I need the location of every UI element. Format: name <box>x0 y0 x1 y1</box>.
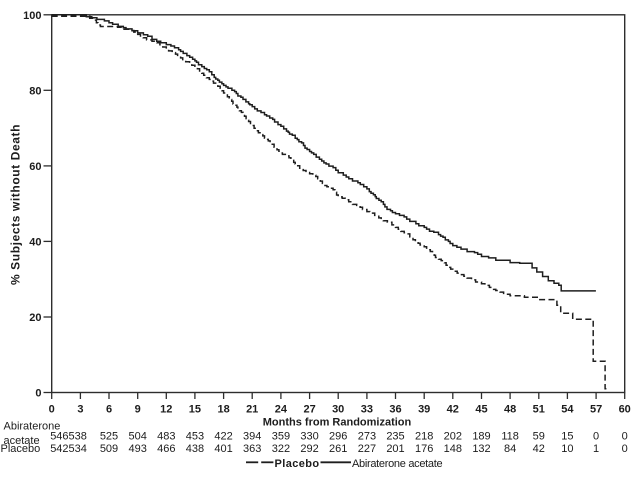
svg-text:189: 189 <box>472 431 490 443</box>
svg-text:525: 525 <box>100 431 118 443</box>
svg-text:Placebo: Placebo <box>275 458 320 470</box>
svg-text:10: 10 <box>561 443 573 455</box>
svg-text:36: 36 <box>389 404 401 416</box>
svg-text:422: 422 <box>214 431 232 443</box>
svg-text:0: 0 <box>49 404 55 416</box>
svg-text:Months from Randomization: Months from Randomization <box>263 417 412 429</box>
svg-text:60: 60 <box>619 404 631 416</box>
svg-text:9: 9 <box>135 404 141 416</box>
svg-text:493: 493 <box>129 443 147 455</box>
svg-text:59: 59 <box>533 431 545 443</box>
svg-text:202: 202 <box>444 431 462 443</box>
svg-text:0: 0 <box>622 431 628 443</box>
svg-text:40: 40 <box>29 236 41 248</box>
svg-text:% Subjects without Death: % Subjects without Death <box>9 124 23 285</box>
svg-text:Abiraterone acetate: Abiraterone acetate <box>352 458 442 470</box>
svg-text:330: 330 <box>300 431 318 443</box>
svg-text:33: 33 <box>361 404 373 416</box>
svg-text:100: 100 <box>23 10 41 22</box>
svg-text:227: 227 <box>358 443 376 455</box>
svg-text:0: 0 <box>35 388 41 400</box>
svg-text:148: 148 <box>444 443 462 455</box>
svg-text:30: 30 <box>332 404 344 416</box>
svg-text:1: 1 <box>593 443 599 455</box>
svg-text:20: 20 <box>29 312 41 324</box>
svg-text:84: 84 <box>504 443 516 455</box>
svg-text:Abiraterone: Abiraterone <box>4 421 61 433</box>
svg-text:218: 218 <box>415 431 433 443</box>
svg-text:24: 24 <box>275 404 288 416</box>
svg-text:201: 201 <box>386 443 404 455</box>
svg-text:15: 15 <box>189 404 201 416</box>
svg-text:51: 51 <box>533 404 545 416</box>
svg-text:176: 176 <box>415 443 433 455</box>
svg-text:15: 15 <box>561 431 573 443</box>
svg-text:Placebo: Placebo <box>1 443 41 455</box>
svg-text:0: 0 <box>622 443 628 455</box>
svg-text:48: 48 <box>504 404 516 416</box>
svg-text:42: 42 <box>533 443 545 455</box>
svg-text:542534: 542534 <box>50 443 87 455</box>
svg-text:54: 54 <box>561 404 574 416</box>
svg-text:235: 235 <box>386 431 404 443</box>
svg-text:292: 292 <box>300 443 318 455</box>
svg-text:57: 57 <box>590 404 602 416</box>
svg-text:363: 363 <box>243 443 261 455</box>
svg-text:322: 322 <box>272 443 290 455</box>
svg-text:39: 39 <box>418 404 430 416</box>
svg-text:acetate: acetate <box>4 435 40 447</box>
svg-text:21: 21 <box>246 404 258 416</box>
svg-text:18: 18 <box>217 404 229 416</box>
svg-text:466: 466 <box>157 443 175 455</box>
svg-text:3: 3 <box>77 404 83 416</box>
svg-text:509: 509 <box>100 443 118 455</box>
svg-text:0: 0 <box>593 431 599 443</box>
svg-text:6: 6 <box>106 404 112 416</box>
svg-text:359: 359 <box>272 431 290 443</box>
svg-text:261: 261 <box>329 443 347 455</box>
svg-text:438: 438 <box>186 443 204 455</box>
svg-text:546538: 546538 <box>50 431 87 443</box>
svg-text:118: 118 <box>501 431 519 443</box>
svg-text:80: 80 <box>29 85 41 97</box>
svg-text:296: 296 <box>329 431 347 443</box>
svg-text:132: 132 <box>472 443 490 455</box>
svg-text:483: 483 <box>157 431 175 443</box>
svg-text:401: 401 <box>214 443 232 455</box>
svg-text:504: 504 <box>129 431 147 443</box>
svg-text:394: 394 <box>243 431 261 443</box>
svg-text:42: 42 <box>447 404 459 416</box>
svg-text:60: 60 <box>29 161 41 173</box>
svg-text:12: 12 <box>160 404 172 416</box>
svg-text:273: 273 <box>358 431 376 443</box>
svg-text:27: 27 <box>303 404 315 416</box>
svg-text:453: 453 <box>186 431 204 443</box>
svg-text:45: 45 <box>475 404 487 416</box>
